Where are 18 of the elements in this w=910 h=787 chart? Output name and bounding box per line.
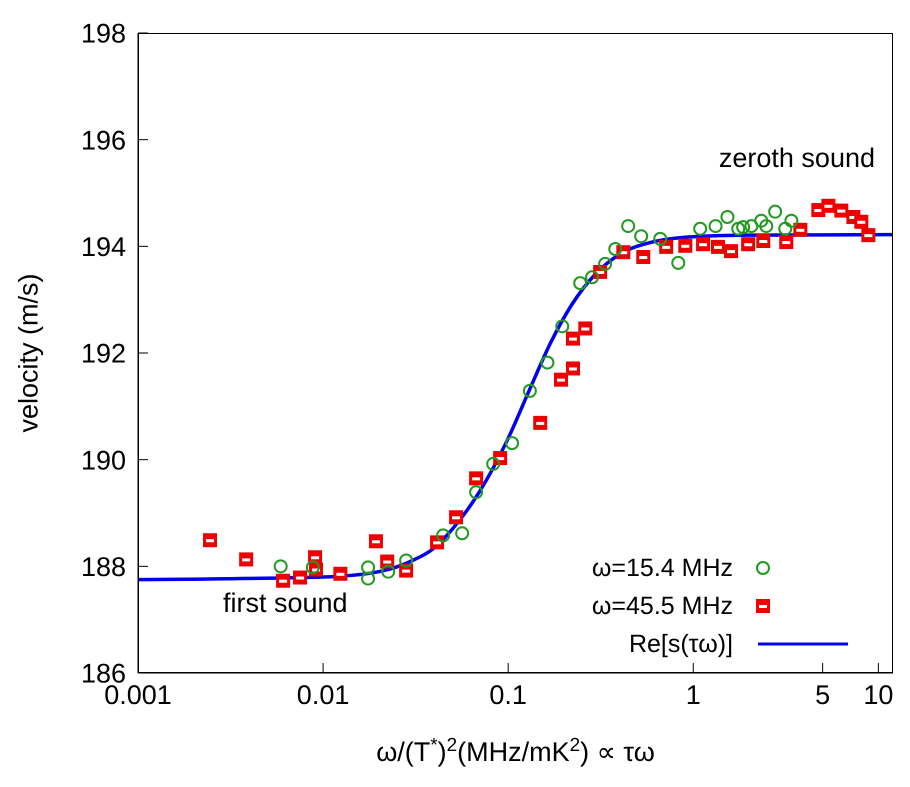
annotation: zeroth sound — [718, 143, 875, 174]
y-axis-title: velocity (m/s) — [14, 273, 44, 433]
x-tick-label: 0.01 — [296, 680, 350, 710]
y-tick-label: 188 — [80, 552, 126, 582]
annotation: first sound — [223, 588, 348, 619]
x-tick-label: 5 — [815, 680, 830, 710]
x-axis-title: ω/(T$^{*}$)$^{2}$(MHz/mK$^{2}$) ∝ τω — [376, 734, 655, 767]
x-tick-label: 1 — [686, 680, 701, 710]
y-tick-label: 194 — [80, 232, 126, 262]
y-tick-label: 196 — [80, 125, 126, 156]
x-tick-label: 10 — [863, 680, 894, 710]
legend-label: ω=45.5 MHz — [592, 592, 733, 620]
legend-label: Re[s(τω)] — [628, 630, 733, 658]
y-tick-label: 198 — [80, 18, 126, 49]
y-tick-label: 192 — [80, 338, 126, 369]
y-tick-label: 190 — [80, 445, 126, 476]
x-tick-label: 0.1 — [489, 680, 527, 710]
legend-label: ω=15.4 MHz — [592, 554, 733, 582]
